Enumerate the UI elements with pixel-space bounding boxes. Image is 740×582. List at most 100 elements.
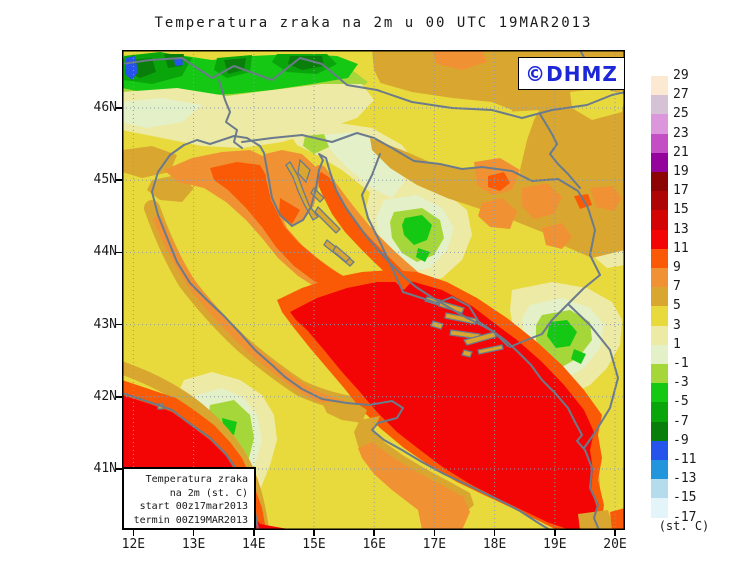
- colorbar-label: -9: [673, 432, 689, 448]
- orange-bosnia-4: [542, 223, 572, 249]
- sea-adriatic-red: [290, 282, 597, 530]
- colorbar-box: [651, 114, 668, 134]
- lat-tick: [116, 468, 122, 470]
- lat-label: 41N: [93, 461, 117, 476]
- colorbar-label: -5: [673, 394, 689, 410]
- border-bosnia-montenegro: [509, 274, 601, 348]
- green-bosnia-2: [416, 248, 430, 262]
- island-brac: [438, 300, 465, 314]
- lat-tick: [116, 396, 122, 398]
- lat-label: 44N: [93, 244, 117, 260]
- colorbar-label: 17: [673, 183, 689, 199]
- island-peljesac: [462, 331, 497, 346]
- island-mljet: [477, 344, 504, 355]
- lon-label: 17E: [422, 537, 447, 552]
- border-croatia-serbia: [539, 113, 581, 189]
- colorbar-label: 25: [673, 106, 689, 122]
- green-montenegro-2: [571, 349, 586, 364]
- lon-tick: [554, 530, 556, 536]
- lat-label: 45N: [93, 172, 117, 188]
- colorbar-box: [651, 268, 668, 288]
- colorbar-label: 27: [673, 87, 689, 103]
- lat-label: 46N: [93, 100, 117, 115]
- lat-tick: [116, 251, 122, 254]
- lon-tick: [313, 530, 315, 536]
- colorbar-label: -13: [673, 471, 697, 487]
- colorbar-box: [651, 479, 668, 499]
- lon-label: 18E: [482, 537, 507, 552]
- dhmz-logo: ©DHMZ: [525, 61, 618, 86]
- colorbar-label: 1: [673, 336, 681, 352]
- coast-venice-lagoon: [183, 135, 261, 147]
- island-lastovo: [461, 349, 473, 358]
- colorbar-label: 7: [673, 279, 681, 295]
- lon-tick: [433, 530, 436, 536]
- colorbar-label: 15: [673, 202, 689, 218]
- colorbar-box: [651, 287, 668, 307]
- border-croatia-bosnia-north: [373, 137, 601, 276]
- colorbar-label: 29: [673, 68, 689, 83]
- island-pag: [314, 205, 341, 234]
- gold-po-1: [122, 146, 177, 178]
- colorbar-box: [651, 210, 668, 230]
- colorbar-label: 13: [673, 221, 689, 237]
- colorbar-box: [651, 229, 668, 249]
- lon-tick: [373, 530, 375, 536]
- info-box: Temperatura zraka na 2m (st. C) start 00z1…: [122, 467, 256, 530]
- lon-label: 20E: [603, 537, 627, 552]
- colorbar-box: [651, 76, 668, 96]
- colorbar-label: -7: [673, 413, 689, 429]
- coast-montenegro-albania: [493, 331, 600, 530]
- palegreen-piedmont: [122, 98, 202, 128]
- border-croatia-bosnia-west: [361, 153, 509, 347]
- island-cres: [285, 161, 319, 221]
- info-box-line: na 2m (st. C): [169, 487, 248, 499]
- border-slovenia-croatia: [241, 132, 375, 143]
- lon-tick: [192, 530, 195, 536]
- colorbar-label: -1: [673, 356, 689, 371]
- colorbar-label: 23: [673, 125, 689, 141]
- colorbar-box: [651, 95, 668, 115]
- se-corner-orangered: [610, 508, 625, 530]
- border-alps-austria: [122, 57, 625, 119]
- lon-label: 12E: [121, 537, 146, 552]
- lat-tick: [116, 179, 122, 181]
- info-box-line: termin 00Z19MAR2013: [133, 514, 248, 526]
- page-title: Temperatura zraka na 2m u 00 UTC 19MAR20…: [154, 15, 593, 31]
- green-bosnia-1: [402, 215, 432, 245]
- istria-orangered-tip: [279, 198, 300, 224]
- colorbar-box: [651, 517, 668, 537]
- colorbar-label: -3: [673, 375, 689, 391]
- lon-label: 15E: [302, 537, 326, 552]
- lat-label: 43N: [93, 316, 117, 332]
- lon-label: 16E: [362, 537, 386, 552]
- info-box-line: start 00z17mar2013: [139, 501, 248, 512]
- orangered-bosnia-dot: [488, 172, 510, 191]
- island-zadar-2: [332, 245, 351, 263]
- map-area: [122, 50, 625, 530]
- colorbar-box: [651, 152, 668, 172]
- colorbar-box: [651, 498, 668, 518]
- lat-label: 42N: [93, 388, 117, 404]
- colorbar-box: [651, 133, 668, 153]
- lat-tick: [116, 323, 122, 326]
- puglia-orange: [358, 442, 470, 530]
- coast-istria: [259, 145, 327, 227]
- orange-slavonia-top: [432, 50, 487, 70]
- orange-bosnia-3: [478, 198, 517, 229]
- colorbar-box: [651, 191, 668, 211]
- colorbar-label: 5: [673, 298, 681, 314]
- lat-tick: [116, 107, 122, 109]
- lon-tick: [493, 530, 496, 536]
- colorbar-label: 9: [673, 260, 681, 275]
- colorbar-box: [651, 364, 668, 384]
- info-box-line: Temperatura zraka: [145, 474, 248, 485]
- gargano-gold: [322, 400, 367, 423]
- lon-tick: [253, 530, 255, 536]
- colorbar-box: [651, 402, 668, 422]
- lon-tick: [132, 530, 135, 536]
- colorbar-box: [651, 460, 668, 480]
- watermark-box: ©DHMZ: [518, 57, 625, 90]
- colorbar-unit-label: (st. C): [658, 519, 710, 533]
